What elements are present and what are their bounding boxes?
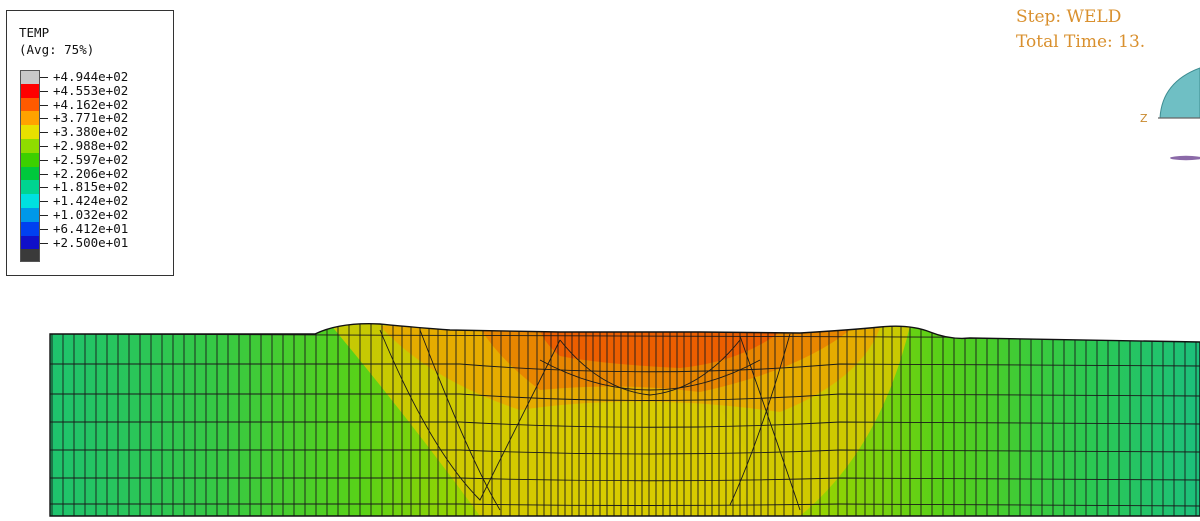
triad-solid-icon — [1159, 67, 1200, 119]
legend-swatch — [20, 166, 40, 181]
total-time-label: Total Time: 13. — [1016, 32, 1146, 52]
legend-swatch — [20, 235, 40, 250]
step-label: Step: WELD — [1016, 7, 1122, 27]
legend-swatch — [20, 125, 40, 139]
legend-swatch — [20, 180, 40, 195]
contour-band-core — [566, 402, 747, 516]
legend-subtitle: (Avg: 75%) — [19, 42, 95, 57]
legend-level-label: +1.032e+02 — [53, 207, 129, 222]
legend-level-label: +1.815e+02 — [53, 179, 129, 195]
mesh-distorted-line — [539, 359, 761, 391]
legend-swatch — [20, 194, 40, 208]
legend-tick — [40, 104, 48, 106]
legend-tick — [40, 77, 48, 78]
mesh-distorted-line — [379, 329, 561, 501]
triad-base-icon — [1170, 155, 1200, 161]
triad-z-label: Z — [1140, 112, 1148, 125]
legend-tick — [40, 90, 48, 92]
contour-legend: TEMP (Avg: 75%) +4.944e+02 +4.553e+02 +4.1… — [6, 10, 174, 276]
legend-tick — [40, 242, 48, 244]
legend-swatch — [20, 208, 40, 222]
legend-tick — [40, 118, 48, 120]
legend-swatch — [20, 97, 40, 112]
legend-level-label: +3.771e+02 — [53, 110, 129, 126]
legend-tick — [40, 215, 48, 216]
mesh-distorted-line — [739, 335, 801, 511]
legend-title: TEMP — [19, 25, 50, 40]
legend-swatch — [20, 249, 40, 263]
legend-level-label: +4.944e+02 — [53, 69, 129, 84]
legend-level-label: +4.553e+02 — [53, 82, 129, 98]
legend-swatch — [20, 139, 40, 153]
legend-level-label: +6.412e+01 — [53, 220, 129, 236]
legend-swatch — [20, 221, 40, 236]
legend-level-label: +2.206e+02 — [53, 165, 129, 181]
legend-level-label: +2.988e+02 — [53, 138, 129, 153]
plate-outline — [49, 323, 1200, 517]
view-triad: Z — [1140, 67, 1200, 161]
legend-tick — [40, 146, 48, 147]
mesh-distorted-line — [729, 333, 791, 506]
legend-level-label: +4.162e+02 — [53, 96, 129, 112]
legend-level-label: +1.424e+02 — [53, 193, 129, 209]
mesh-distorted-line — [419, 329, 501, 511]
legend-level-label: +2.597e+02 — [53, 151, 129, 167]
legend-swatch — [20, 70, 40, 84]
legend-tick — [40, 228, 48, 230]
legend-tick — [40, 201, 48, 203]
legend-swatch — [20, 83, 40, 98]
legend-tick — [40, 173, 48, 175]
legend-tick — [40, 187, 48, 189]
legend-level-label: +2.500e+01 — [53, 234, 129, 250]
legend-level-label: +3.380e+02 — [53, 124, 129, 140]
legend-tick — [40, 132, 48, 134]
mesh-distorted-line — [559, 339, 741, 396]
legend-tick — [40, 159, 48, 161]
legend-swatch — [20, 111, 40, 126]
legend-swatch — [20, 152, 40, 167]
fe-mesh-contour — [49, 323, 1200, 517]
